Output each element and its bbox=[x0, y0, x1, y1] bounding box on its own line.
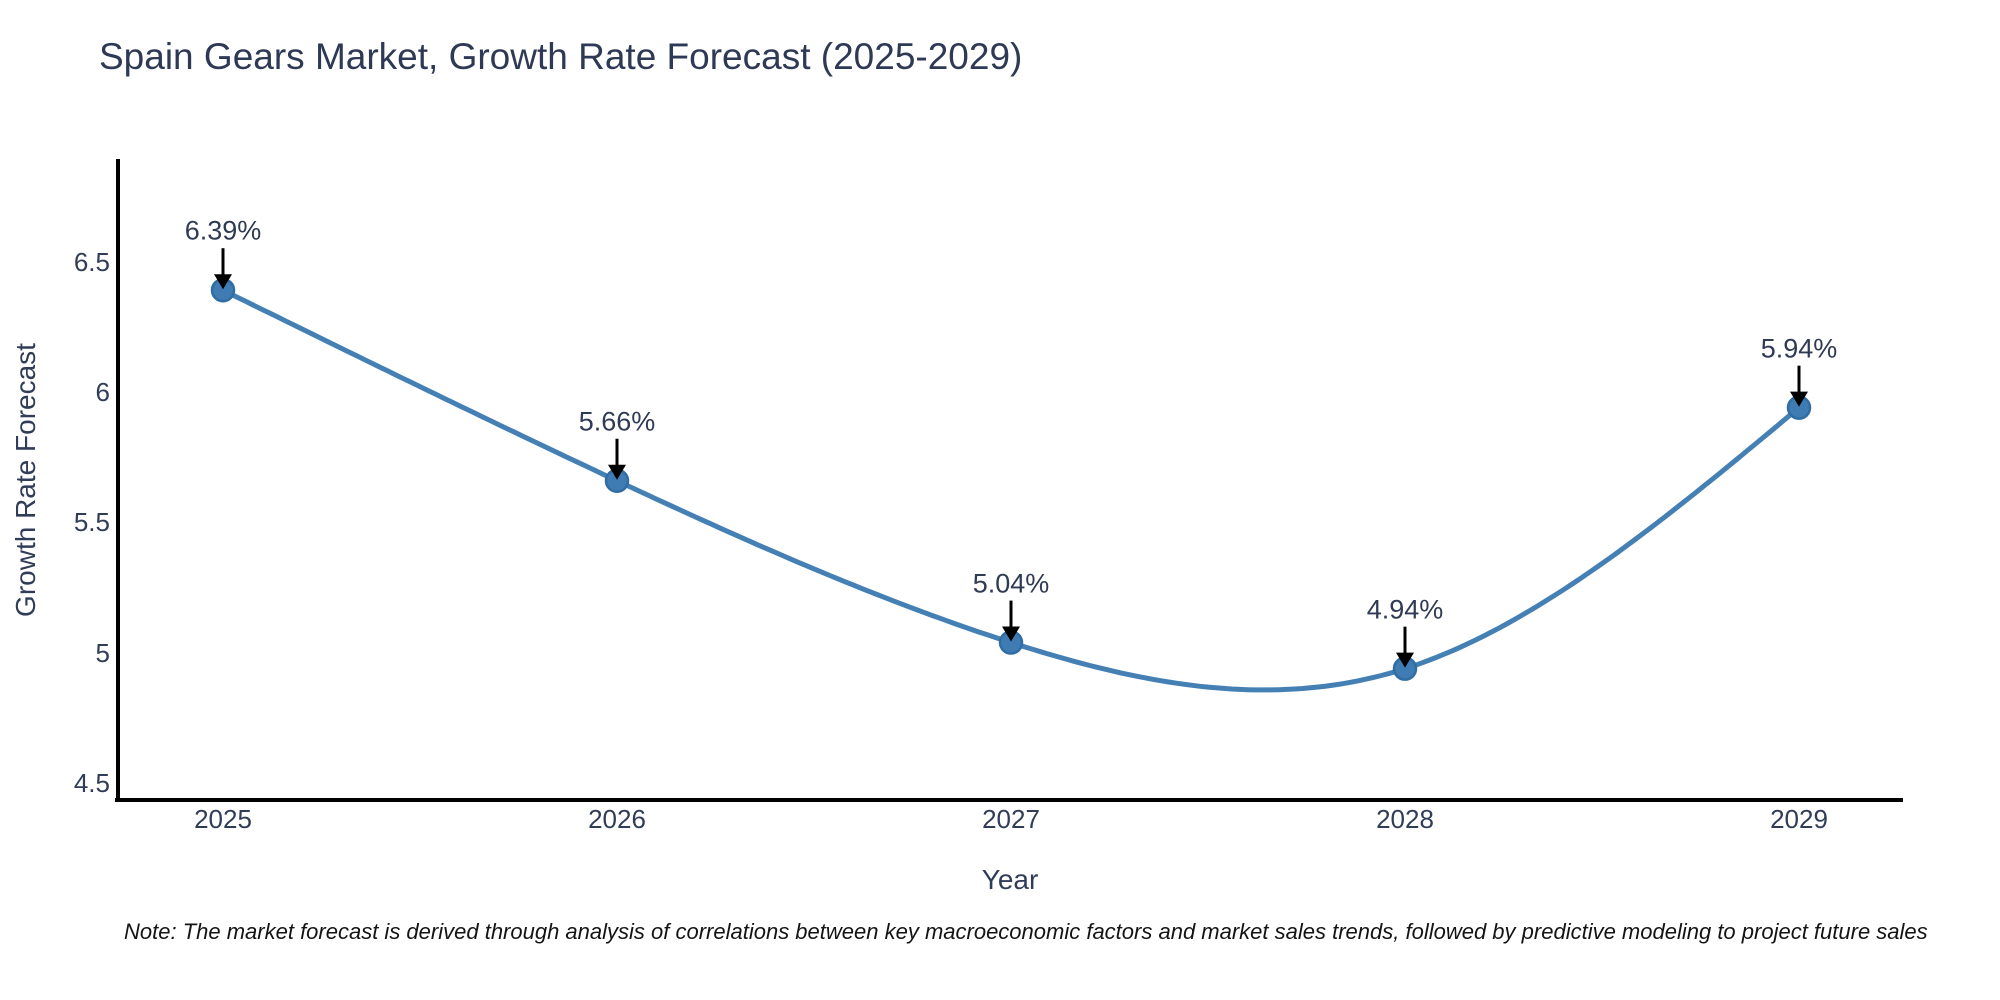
x-axis-title: Year bbox=[981, 864, 1039, 895]
point-value-label: 5.66% bbox=[578, 406, 656, 437]
annotation-arrow-head bbox=[1002, 626, 1020, 642]
y-tick-label: 6 bbox=[95, 377, 110, 407]
x-tick-label: 2025 bbox=[194, 804, 252, 834]
x-tick-label: 2029 bbox=[1770, 804, 1828, 834]
annotation-arrow-head bbox=[608, 464, 626, 480]
annotation-arrow-head bbox=[214, 274, 232, 290]
y-tick-label: 5.5 bbox=[73, 507, 110, 537]
annotation-arrow-head bbox=[1790, 391, 1808, 407]
x-tick-label: 2028 bbox=[1376, 804, 1434, 834]
annotation-arrow-head bbox=[1396, 652, 1414, 668]
chart-title: Spain Gears Market, Growth Rate Forecast… bbox=[99, 36, 1023, 77]
x-tick-label: 2027 bbox=[982, 804, 1040, 834]
point-value-label: 5.94% bbox=[1760, 333, 1838, 364]
footnote: Note: The market forecast is derived thr… bbox=[124, 919, 1928, 944]
y-tick-label: 4.5 bbox=[73, 768, 110, 798]
point-value-label: 6.39% bbox=[184, 215, 262, 246]
point-value-label: 5.04% bbox=[972, 568, 1050, 599]
point-value-label: 4.94% bbox=[1366, 594, 1444, 625]
x-tick-label: 2026 bbox=[588, 804, 646, 834]
y-tick-label: 6.5 bbox=[73, 247, 110, 277]
y-tick-label: 5 bbox=[95, 638, 110, 668]
